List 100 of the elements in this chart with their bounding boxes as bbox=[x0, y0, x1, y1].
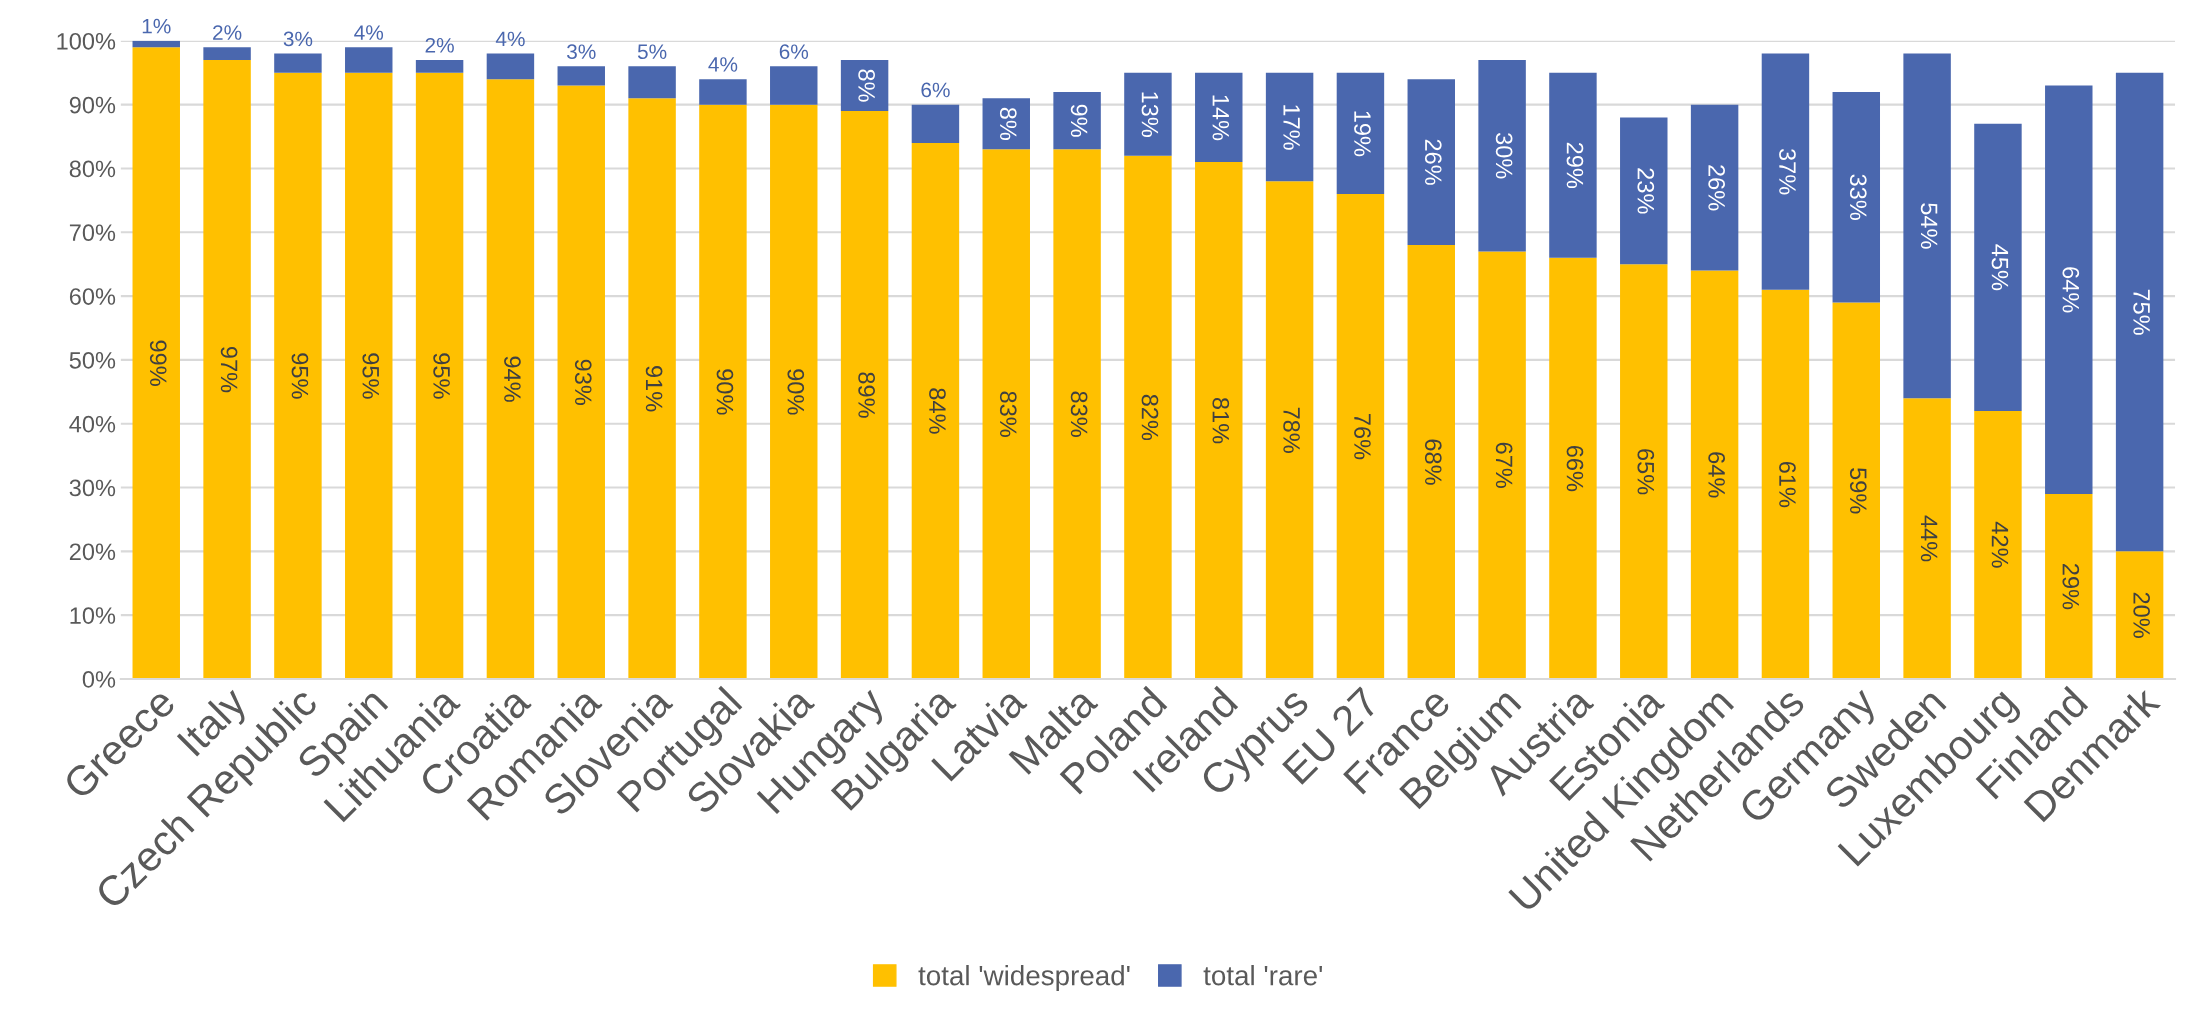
y-tick-label: 0% bbox=[82, 671, 116, 688]
data-label: 65% bbox=[1637, 449, 1655, 495]
bar bbox=[1903, 398, 1951, 679]
data-label: 13% bbox=[1141, 92, 1159, 138]
bar bbox=[1620, 117, 1668, 265]
data-label: 33% bbox=[1849, 174, 1867, 220]
bar bbox=[1974, 123, 2022, 411]
data-label: 99% bbox=[149, 340, 167, 386]
bar bbox=[911, 142, 960, 679]
bar bbox=[557, 66, 605, 86]
data-label: 14% bbox=[1212, 95, 1230, 141]
data-label: 94% bbox=[504, 356, 521, 402]
data-label: 19% bbox=[1354, 111, 1371, 157]
data-label: 6% bbox=[779, 44, 809, 60]
bar bbox=[1761, 289, 1810, 679]
data-label: 90% bbox=[716, 369, 734, 415]
data-label: 4% bbox=[495, 31, 525, 47]
bar bbox=[1053, 149, 1101, 679]
bar bbox=[1407, 79, 1455, 246]
data-label: 81% bbox=[1212, 397, 1230, 444]
bar bbox=[274, 53, 322, 73]
bar bbox=[1195, 72, 1243, 163]
data-label: 37% bbox=[1779, 148, 1796, 195]
bar bbox=[1903, 53, 1951, 399]
data-label: 97% bbox=[220, 346, 238, 393]
bar bbox=[203, 59, 251, 679]
bar bbox=[982, 149, 1030, 679]
data-label: 59% bbox=[1849, 468, 1867, 514]
data-label: 64% bbox=[1708, 452, 1725, 498]
y-tick-label: 70% bbox=[69, 224, 116, 242]
data-label: 44% bbox=[1920, 515, 1938, 562]
data-label: 82% bbox=[1141, 394, 1159, 441]
bar bbox=[132, 40, 180, 48]
bar bbox=[1124, 72, 1172, 156]
y-tick-label: 100% bbox=[57, 32, 116, 50]
data-label: 1% bbox=[142, 18, 171, 34]
bar bbox=[415, 59, 464, 73]
bar bbox=[982, 98, 1030, 150]
data-label: 26% bbox=[1424, 139, 1442, 185]
data-label: 76% bbox=[1354, 414, 1371, 460]
data-label: 64% bbox=[2062, 267, 2080, 313]
bar bbox=[274, 72, 322, 679]
bar bbox=[1974, 410, 2022, 679]
data-label: 5% bbox=[637, 44, 667, 60]
data-label: 6% bbox=[921, 82, 950, 98]
data-label: 2% bbox=[213, 25, 242, 40]
data-label: 54% bbox=[1920, 203, 1938, 249]
bar bbox=[1690, 270, 1739, 679]
data-label: 68% bbox=[1424, 439, 1442, 485]
data-label: 29% bbox=[1566, 142, 1584, 189]
bar bbox=[840, 59, 889, 112]
bar bbox=[1336, 72, 1385, 194]
data-label: 95% bbox=[291, 353, 309, 399]
bar bbox=[2045, 85, 2093, 494]
bar bbox=[203, 47, 251, 60]
bar bbox=[486, 53, 535, 80]
bar bbox=[628, 98, 676, 679]
bar bbox=[1549, 257, 1597, 679]
bar bbox=[1690, 104, 1739, 271]
y-tick-label: 20% bbox=[69, 543, 116, 561]
bar bbox=[1265, 181, 1314, 679]
data-label: 66% bbox=[1566, 445, 1584, 492]
data-label: 45% bbox=[1991, 244, 2009, 291]
data-label: 4% bbox=[708, 57, 738, 72]
data-label: 75% bbox=[2133, 289, 2150, 335]
y-tick-label: 10% bbox=[70, 607, 116, 624]
data-label: 95% bbox=[433, 353, 450, 399]
bar bbox=[415, 72, 464, 679]
data-label: 89% bbox=[858, 372, 875, 418]
bar bbox=[2115, 551, 2164, 679]
data-label: 26% bbox=[1708, 165, 1725, 211]
y-tick-label: 30% bbox=[69, 479, 116, 497]
data-label: 67% bbox=[1495, 442, 1513, 488]
bar bbox=[911, 104, 960, 143]
bar bbox=[345, 47, 393, 73]
bar bbox=[486, 79, 535, 679]
data-label: 83% bbox=[999, 391, 1017, 437]
y-tick-label: 90% bbox=[69, 96, 116, 114]
legend-label: total 'rare' bbox=[1203, 965, 1322, 986]
data-label: 4% bbox=[354, 25, 384, 40]
bar bbox=[345, 72, 393, 679]
data-label: 9% bbox=[1070, 104, 1088, 137]
bar bbox=[2045, 493, 2093, 679]
bar bbox=[1620, 264, 1668, 679]
y-tick-label: 50% bbox=[69, 351, 116, 369]
bar bbox=[132, 47, 180, 679]
bar bbox=[1053, 91, 1101, 150]
bar bbox=[1124, 155, 1172, 679]
bar bbox=[1336, 193, 1385, 679]
data-label: 8% bbox=[858, 69, 875, 102]
bar bbox=[1478, 59, 1526, 252]
y-tick-label: 80% bbox=[69, 160, 116, 178]
data-label: 91% bbox=[645, 366, 663, 412]
bar bbox=[1195, 162, 1243, 679]
y-tick-label: 40% bbox=[69, 415, 116, 433]
bar bbox=[628, 66, 676, 99]
bar bbox=[1265, 72, 1314, 182]
bar bbox=[1761, 53, 1810, 290]
bar bbox=[1832, 91, 1881, 303]
data-label: 61% bbox=[1779, 461, 1796, 508]
